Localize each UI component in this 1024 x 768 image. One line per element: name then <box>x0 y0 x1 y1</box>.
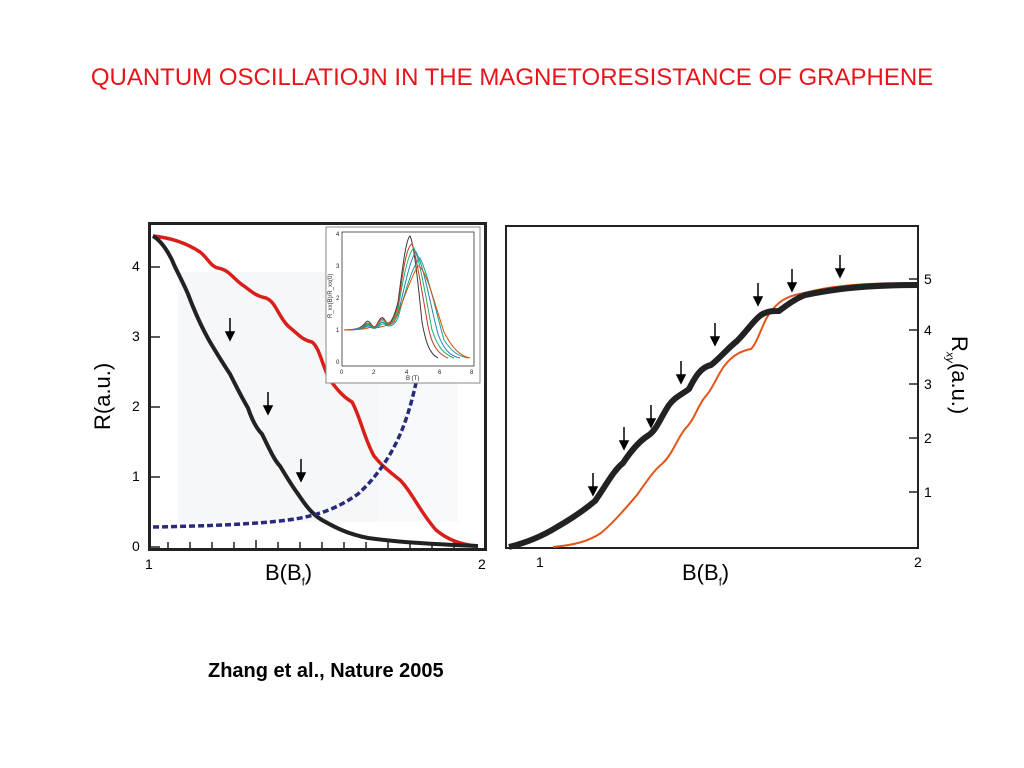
left-dashed-curve <box>152 361 422 529</box>
inset-y-tick-3: 3 <box>336 264 340 270</box>
inset-y-tick-1: 1 <box>336 328 340 334</box>
inset-xlabel: B (T) <box>406 376 419 382</box>
inset-x-tick-0: 0 <box>340 370 344 376</box>
right-ylabel-sub: xy <box>943 351 956 363</box>
right-y-tick-2: 2 <box>924 430 932 446</box>
inset-y-tick-2: 2 <box>336 296 340 302</box>
right-chart <box>505 225 919 550</box>
right-y-ticks <box>909 278 918 493</box>
inset-y-tick-0: 0 <box>336 360 340 366</box>
inset-ylabel: R_xx(B)/R_xx(0) <box>328 274 334 318</box>
left-ylabel: R(a.u.) <box>90 362 115 430</box>
inset-x-tick-2: 2 <box>372 370 376 376</box>
left-xlabel-main: B(B <box>265 560 302 585</box>
inset-frame <box>325 226 481 384</box>
inset-x-tick-8: 8 <box>470 370 474 376</box>
left-y-tick-4: 4 <box>132 258 140 274</box>
right-y-tick-1: 1 <box>924 484 932 500</box>
inset-y-tick-4: 4 <box>336 232 340 238</box>
right-xlabel-close: ) <box>721 560 730 585</box>
left-y-tick-0: 0 <box>132 538 140 554</box>
right-ylabel-rest: (a.u.) <box>947 362 972 415</box>
right-xlabel-sub: f <box>718 576 722 589</box>
right-ylabel: Rxy(a.u.) <box>944 336 972 414</box>
right-orange-curve <box>552 282 919 548</box>
right-black-curve <box>508 282 919 550</box>
right-ylabel-main: R <box>947 336 972 352</box>
left-x-tick-start: 1 <box>145 556 153 572</box>
left-arrows <box>224 318 307 483</box>
left-xlabel-sub: f <box>301 576 305 589</box>
inset-chart: 0 2 4 6 8 0 1 2 3 4 B (T) R_xx(B)/R_xx(0… <box>325 226 481 384</box>
inset-x-tick-6: 6 <box>438 370 442 376</box>
left-black-curve <box>151 234 479 548</box>
left-chart: 0 2 4 6 8 0 1 2 3 4 B (T) R_xx(B)/R_xx(0… <box>148 222 487 551</box>
left-xlabel: B(Bf) <box>265 560 312 588</box>
left-xlabel-close: ) <box>304 560 313 585</box>
left-y-tick-3: 3 <box>132 328 140 344</box>
left-red-curve <box>152 234 477 548</box>
slide-title: QUANTUM OSCILLATIOJN IN THE MAGNETORESIS… <box>90 64 934 91</box>
left-y-ticks <box>151 266 160 548</box>
right-x-tick-end: 2 <box>914 554 922 570</box>
left-y-tick-1: 1 <box>132 468 140 484</box>
right-xlabel-main: B(B <box>682 560 719 585</box>
left-y-tick-2: 2 <box>132 398 140 414</box>
right-arrows <box>587 255 846 497</box>
inset-x-tick-4: 4 <box>405 370 409 376</box>
citation: Zhang et al., Nature 2005 <box>208 660 444 682</box>
right-y-tick-4: 4 <box>924 322 932 338</box>
left-x-tick-end: 2 <box>478 556 486 572</box>
inset-curves <box>343 235 471 359</box>
right-y-tick-3: 3 <box>924 376 932 392</box>
right-y-tick-5: 5 <box>924 271 932 287</box>
inset-axis-labels: 0 2 4 6 8 0 1 2 3 4 B (T) R_xx(B)/R_xx(0… <box>328 232 474 382</box>
right-xlabel: B(Bf) <box>682 560 729 588</box>
right-x-tick-start: 1 <box>536 554 544 570</box>
